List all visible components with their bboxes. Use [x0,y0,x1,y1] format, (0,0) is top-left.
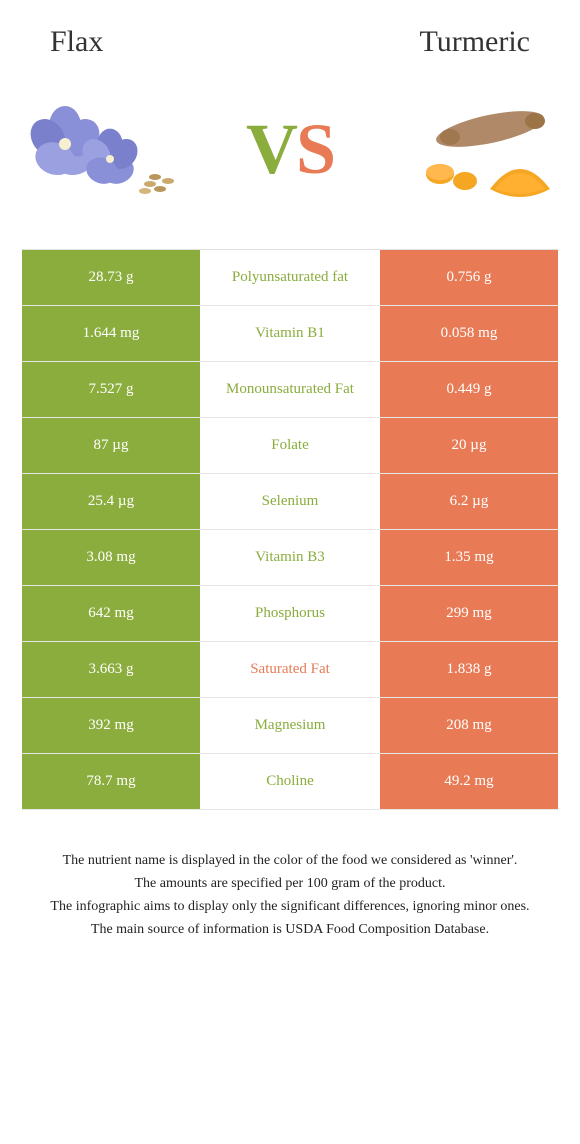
footer-line: The infographic aims to display only the… [30,896,550,917]
value-right: 20 µg [380,418,558,473]
footer-notes: The nutrient name is displayed in the co… [30,850,550,940]
vs-v: V [246,109,296,189]
value-left: 642 mg [22,586,200,641]
nutrient-name: Monounsaturated Fat [200,362,380,417]
comparison-table: 28.73 gPolyunsaturated fat0.756 g1.644 m… [22,249,558,810]
vs-s: S [296,109,334,189]
value-right: 6.2 µg [380,474,558,529]
table-row: 25.4 µgSelenium6.2 µg [22,474,558,530]
footer-line: The main source of information is USDA F… [30,919,550,940]
value-left: 1.644 mg [22,306,200,361]
value-left: 87 µg [22,418,200,473]
table-row: 3.08 mgVitamin B31.35 mg [22,530,558,586]
nutrient-name: Selenium [200,474,380,529]
value-left: 3.663 g [22,642,200,697]
nutrient-name: Vitamin B1 [200,306,380,361]
table-row: 7.527 gMonounsaturated Fat0.449 g [22,362,558,418]
table-row: 1.644 mgVitamin B10.058 mg [22,306,558,362]
value-right: 0.058 mg [380,306,558,361]
value-right: 0.449 g [380,362,558,417]
footer-line: The amounts are specified per 100 gram o… [30,873,550,894]
table-row: 642 mgPhosphorus299 mg [22,586,558,642]
value-left: 78.7 mg [22,754,200,809]
nutrient-name: Saturated Fat [200,642,380,697]
nutrient-name: Phosphorus [200,586,380,641]
title-right: Turmeric [419,25,530,59]
value-right: 49.2 mg [380,754,558,809]
nutrient-name: Polyunsaturated fat [200,250,380,305]
table-row: 87 µgFolate20 µg [22,418,558,474]
value-left: 3.08 mg [22,530,200,585]
value-right: 1.838 g [380,642,558,697]
vs-label: VS [246,108,334,191]
value-left: 7.527 g [22,362,200,417]
hero-row: VS [0,69,580,249]
table-row: 392 mgMagnesium208 mg [22,698,558,754]
nutrient-name: Vitamin B3 [200,530,380,585]
title-left: Flax [50,25,103,59]
table-row: 3.663 gSaturated Fat1.838 g [22,642,558,698]
header: Flax Turmeric [0,0,580,69]
value-right: 299 mg [380,586,558,641]
table-row: 28.73 gPolyunsaturated fat0.756 g [22,250,558,306]
value-right: 1.35 mg [380,530,558,585]
value-left: 25.4 µg [22,474,200,529]
value-left: 392 mg [22,698,200,753]
nutrient-name: Folate [200,418,380,473]
nutrient-name: Magnesium [200,698,380,753]
table-row: 78.7 mgCholine49.2 mg [22,754,558,810]
nutrient-name: Choline [200,754,380,809]
footer-line: The nutrient name is displayed in the co… [30,850,550,871]
value-right: 208 mg [380,698,558,753]
turmeric-image [390,89,560,209]
value-left: 28.73 g [22,250,200,305]
value-right: 0.756 g [380,250,558,305]
flax-image [20,89,190,209]
